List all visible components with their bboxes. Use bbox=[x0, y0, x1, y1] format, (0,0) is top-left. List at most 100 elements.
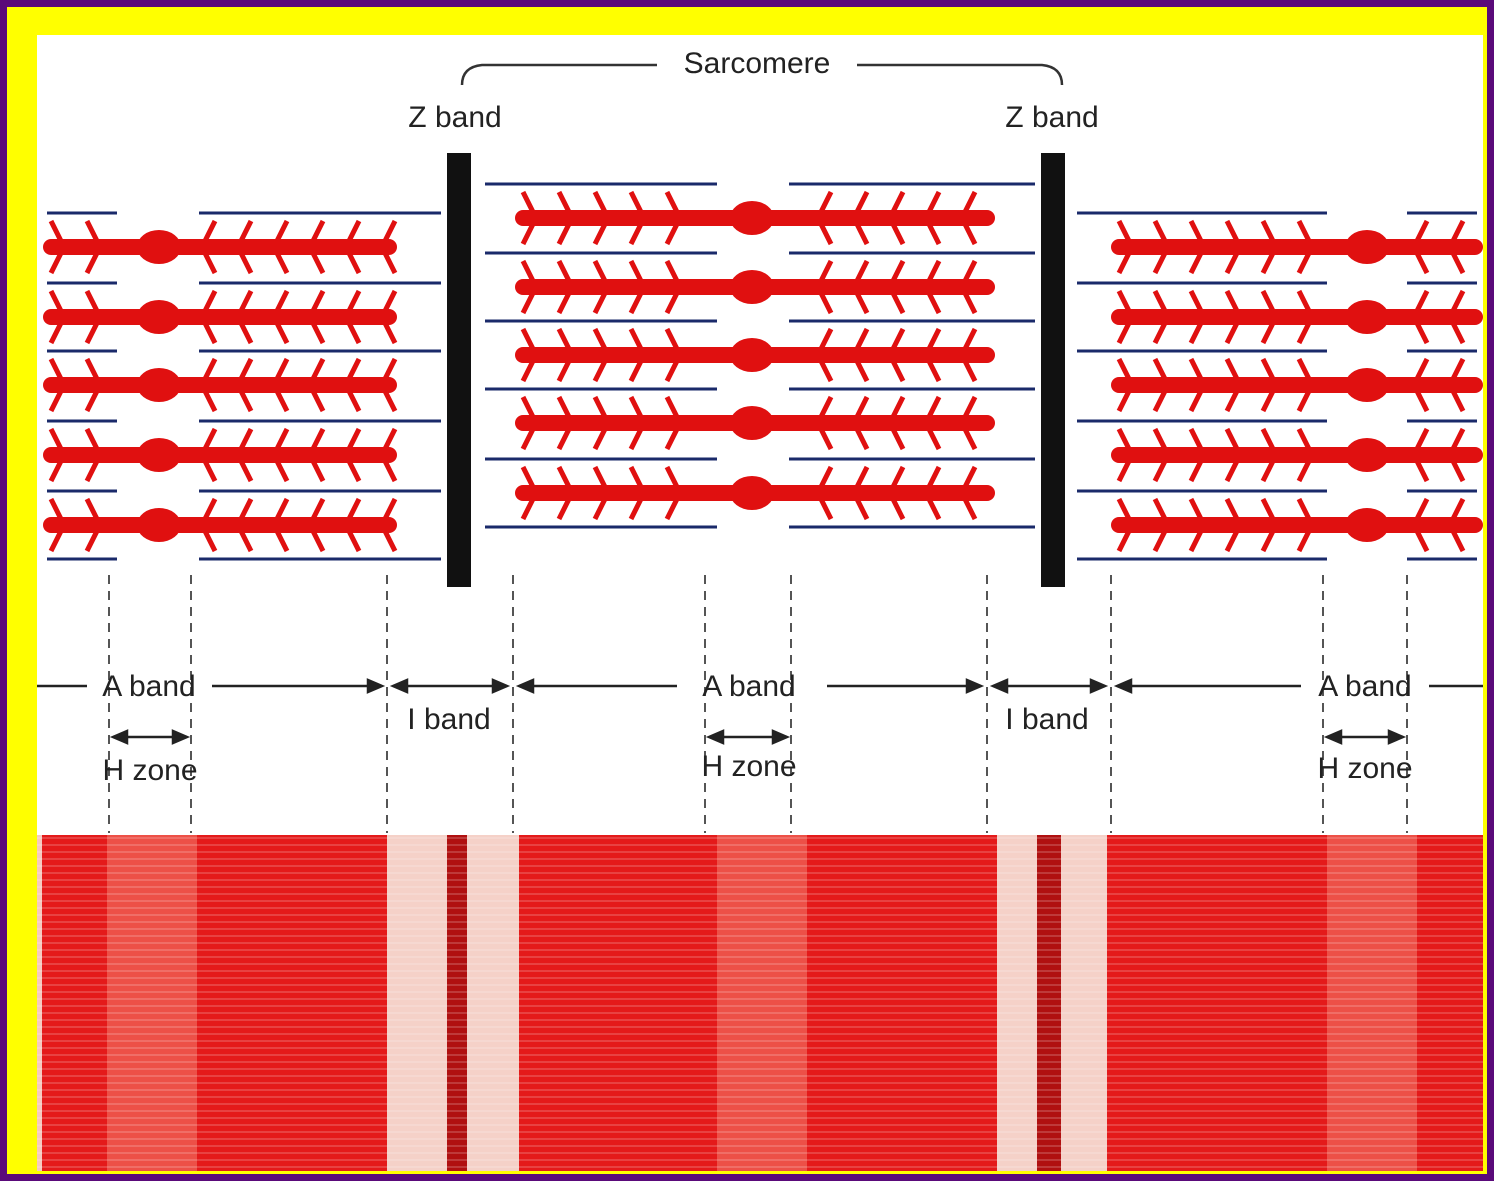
arrow-head bbox=[1113, 678, 1133, 694]
myosin-head bbox=[202, 219, 218, 243]
myosin-head bbox=[818, 222, 834, 246]
arrow-head bbox=[989, 678, 1009, 694]
myosin-head bbox=[1450, 459, 1466, 483]
myosin-head bbox=[382, 497, 398, 521]
micrograph-h-zone bbox=[1327, 835, 1417, 1171]
myosin-head bbox=[48, 529, 64, 553]
a-band-label-left: A band bbox=[102, 670, 195, 703]
myosin-head bbox=[202, 459, 218, 483]
myosin-head bbox=[346, 427, 362, 451]
myosin-head bbox=[310, 321, 326, 345]
myosin-head bbox=[1188, 497, 1204, 521]
myosin-head bbox=[520, 222, 536, 246]
myosin-head bbox=[592, 427, 608, 451]
myosin-head bbox=[962, 359, 978, 383]
myosin-head bbox=[664, 359, 680, 383]
myosin-head bbox=[346, 357, 362, 381]
myosin-head bbox=[1450, 357, 1466, 381]
myosin-head bbox=[818, 327, 834, 351]
myosin-head bbox=[890, 190, 906, 214]
myosin-head bbox=[382, 529, 398, 553]
myosin-head bbox=[556, 327, 572, 351]
myosin-head bbox=[1188, 289, 1204, 313]
arrow-head bbox=[1387, 729, 1407, 745]
myosin-head bbox=[854, 465, 870, 489]
myosin-head bbox=[890, 327, 906, 351]
myosin-head bbox=[310, 497, 326, 521]
myosin-head bbox=[1450, 321, 1466, 345]
myosin-head bbox=[556, 359, 572, 383]
myosin-head bbox=[664, 327, 680, 351]
myosin-head bbox=[84, 219, 100, 243]
myosin-head bbox=[238, 427, 254, 451]
myosin-head bbox=[1152, 459, 1168, 483]
myosin-head bbox=[382, 251, 398, 275]
thick-filament bbox=[43, 447, 397, 463]
myosin-head bbox=[202, 357, 218, 381]
myosin-head bbox=[1224, 219, 1240, 243]
myosin-head bbox=[48, 459, 64, 483]
myosin-head bbox=[1188, 427, 1204, 451]
myosin-head bbox=[628, 222, 644, 246]
m-line-bulge bbox=[137, 438, 181, 472]
myosin-head bbox=[238, 321, 254, 345]
myosin-head bbox=[1296, 251, 1312, 275]
myosin-head bbox=[202, 321, 218, 345]
arrow-head bbox=[109, 729, 129, 745]
m-line-bulge bbox=[730, 338, 774, 372]
myosin-head bbox=[310, 289, 326, 313]
myosin-head bbox=[664, 497, 680, 521]
myosin-head bbox=[520, 327, 536, 351]
micrograph-band bbox=[387, 835, 447, 1171]
myosin-head bbox=[1296, 389, 1312, 413]
myosin-head bbox=[1116, 427, 1132, 451]
thick-filament bbox=[43, 239, 397, 255]
myosin-head bbox=[664, 222, 680, 246]
myosin-head bbox=[962, 222, 978, 246]
myosin-head bbox=[854, 190, 870, 214]
micrograph-band bbox=[1107, 835, 1483, 1171]
myosin-head bbox=[1260, 497, 1276, 521]
filament-array bbox=[43, 182, 1483, 561]
myosin-head bbox=[1296, 219, 1312, 243]
myosin-head bbox=[1152, 219, 1168, 243]
z-band-right bbox=[1041, 153, 1065, 587]
myosin-head bbox=[274, 321, 290, 345]
myosin-head bbox=[592, 222, 608, 246]
myosin-head bbox=[382, 459, 398, 483]
myosin-head bbox=[346, 251, 362, 275]
myosin-head bbox=[1152, 389, 1168, 413]
myosin-head bbox=[520, 395, 536, 419]
myosin-head bbox=[310, 357, 326, 381]
myosin-head bbox=[48, 219, 64, 243]
myosin-head bbox=[310, 251, 326, 275]
myosin-head bbox=[1188, 219, 1204, 243]
myosin-head bbox=[1414, 289, 1430, 313]
myosin-head bbox=[48, 497, 64, 521]
z-band-left bbox=[447, 153, 471, 587]
arrow-head bbox=[1323, 729, 1343, 745]
thick-filament bbox=[43, 377, 397, 393]
myosin-head bbox=[1152, 321, 1168, 345]
myosin-head bbox=[1414, 357, 1430, 381]
myosin-head bbox=[310, 427, 326, 451]
myosin-head bbox=[1450, 219, 1466, 243]
m-line-bulge bbox=[137, 368, 181, 402]
myosin-head bbox=[592, 259, 608, 283]
m-line-bulge bbox=[1345, 300, 1389, 334]
micrograph-band bbox=[1037, 835, 1061, 1171]
myosin-head bbox=[48, 321, 64, 345]
myosin-head bbox=[238, 389, 254, 413]
myosin-head bbox=[1260, 357, 1276, 381]
myosin-head bbox=[818, 190, 834, 214]
micrograph-band bbox=[42, 835, 387, 1171]
myosin-head bbox=[628, 327, 644, 351]
myosin-head bbox=[1152, 251, 1168, 275]
micrograph-band bbox=[467, 835, 519, 1171]
myosin-head bbox=[556, 259, 572, 283]
a-band-label-right: A band bbox=[1318, 670, 1411, 703]
myosin-head bbox=[520, 259, 536, 283]
myosin-head bbox=[346, 497, 362, 521]
myosin-head bbox=[84, 321, 100, 345]
myosin-head bbox=[1224, 497, 1240, 521]
